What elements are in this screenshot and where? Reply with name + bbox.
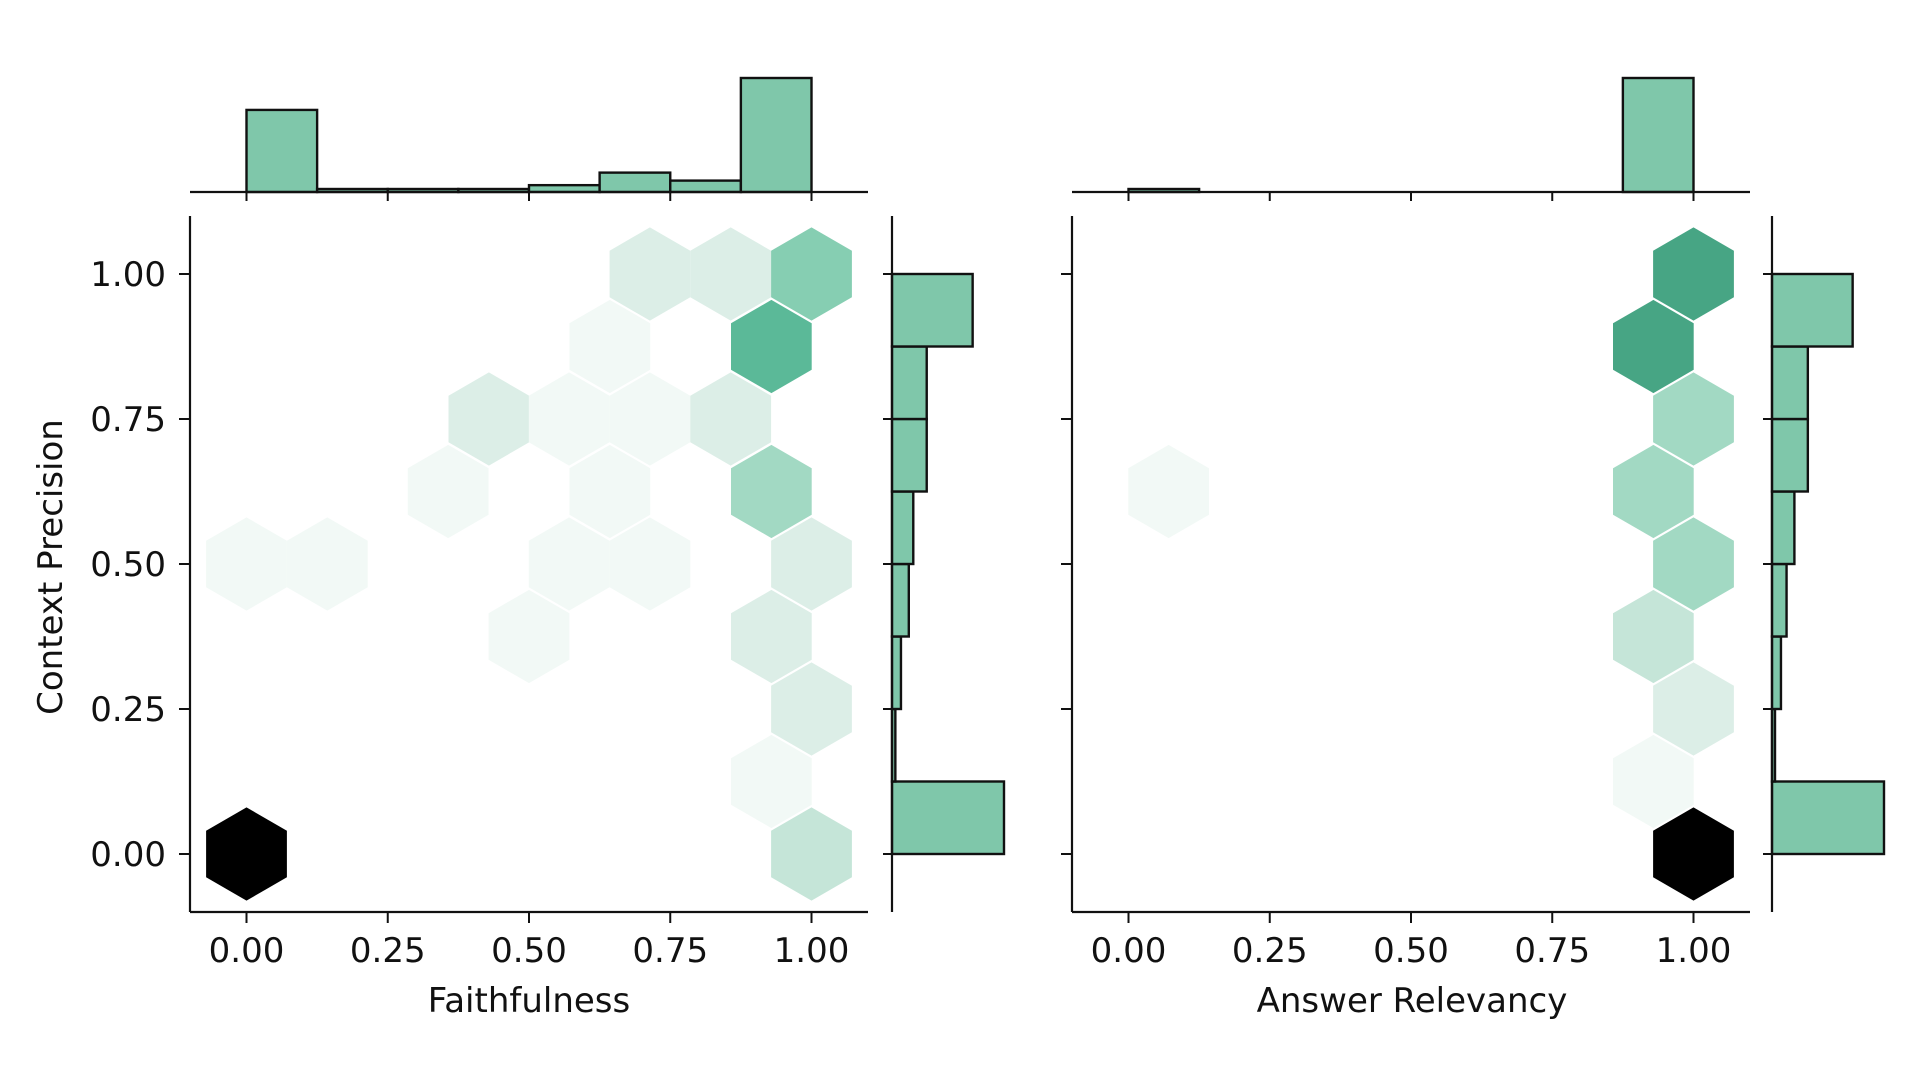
hexbin-left-22 <box>771 807 852 901</box>
x-axis-label-right: Answer Relevancy <box>1257 981 1568 1021</box>
top-hist-bar-right-7 <box>1621 76 1695 194</box>
hexbin-left-10 <box>609 517 691 611</box>
y-tick-label-left-4: 1.00 <box>90 255 166 295</box>
top-hist-bar-left-7 <box>739 76 813 194</box>
right-hist-bar-left-7 <box>890 272 974 348</box>
x-tick-label-right-0: 0.00 <box>1091 931 1167 971</box>
y-tick-label-left-0: 0.00 <box>90 835 166 875</box>
right-hist-bar-left-3 <box>890 562 910 638</box>
right-hist-bar-right-3 <box>1770 562 1788 638</box>
hexbin-left-14 <box>690 372 772 466</box>
hexbin-left-7 <box>528 372 610 466</box>
right-hist-bar-left-2 <box>890 635 903 711</box>
right-hist-bar-left-4 <box>890 490 915 566</box>
hexbin-left-20 <box>771 662 852 756</box>
hexbin-left-21 <box>731 734 812 829</box>
x-tick-label-left-2: 0.50 <box>491 931 567 971</box>
hexbin-right-9 <box>1653 227 1734 321</box>
right-hist-bar-left-5 <box>890 417 928 493</box>
hexbin-right-2 <box>1613 734 1694 829</box>
top-hist-bar-left-5 <box>598 171 672 194</box>
y-axis-label-left: Context Precision <box>31 419 71 715</box>
labels-layer: Faithfulness Context Precision Answer Re… <box>31 419 1567 1021</box>
hexbin-left-11 <box>609 372 691 466</box>
right-hist-bar-left-0 <box>890 780 1006 856</box>
hexbin-left-17 <box>731 444 812 539</box>
hexbin-left-15 <box>731 299 812 394</box>
hexbin-right-7 <box>1653 372 1734 466</box>
x-tick-label-right-1: 0.25 <box>1232 931 1308 971</box>
axes-layer: 0.00 0.25 0.50 0.75 1.00 0.00 0.25 0.50 0.75 1.00… <box>90 190 1774 971</box>
hexbin-left-9 <box>569 299 651 394</box>
x-tick-label-left-4: 1.00 <box>774 931 850 971</box>
hexbin-right-4 <box>1613 589 1694 684</box>
hexbin-right-0 <box>1128 444 1209 539</box>
right-hist-bar-left-6 <box>890 345 928 421</box>
marginal-histogram-layer <box>245 76 1886 856</box>
hexbin-left-8 <box>569 444 651 539</box>
x-axis-label-left: Faithfulness <box>428 981 630 1021</box>
hexbin-left-13 <box>690 227 772 321</box>
top-hist-bar-left-6 <box>669 179 743 194</box>
right-hist-bar-right-7 <box>1770 272 1854 348</box>
hexbin-right-3 <box>1653 662 1734 756</box>
hexbin-left-1 <box>206 517 287 611</box>
hexbin-left-19 <box>731 589 812 684</box>
hexbin-left-5 <box>488 589 570 684</box>
hexbin-left-18 <box>771 517 852 611</box>
hexbin-left-4 <box>448 372 530 466</box>
hexbin-left-12 <box>609 227 691 321</box>
x-tick-label-right-3: 0.75 <box>1514 931 1590 971</box>
hexbin-layer <box>206 227 1734 901</box>
hexbin-left-16 <box>771 227 852 321</box>
right-hist-bar-right-6 <box>1770 345 1810 421</box>
right-hist-bar-right-0 <box>1770 780 1886 856</box>
x-tick-label-right-4: 1.00 <box>1656 931 1732 971</box>
y-tick-label-left-3: 0.75 <box>90 400 166 440</box>
y-tick-label-left-1: 0.25 <box>90 690 166 730</box>
hexbin-left-6 <box>528 517 610 611</box>
y-tick-label-left-2: 0.50 <box>90 545 166 585</box>
hexbin-right-1 <box>1653 807 1734 901</box>
hexbin-left-2 <box>286 517 368 611</box>
x-tick-label-right-2: 0.50 <box>1373 931 1449 971</box>
hexbin-right-6 <box>1613 444 1694 539</box>
right-hist-bar-right-5 <box>1770 417 1810 493</box>
top-hist-bar-left-0 <box>245 108 319 194</box>
x-tick-label-left-0: 0.00 <box>209 931 285 971</box>
x-tick-label-left-3: 0.75 <box>632 931 708 971</box>
x-tick-label-left-1: 0.25 <box>350 931 426 971</box>
right-hist-bar-right-2 <box>1770 635 1783 711</box>
hexbin-left-3 <box>407 444 489 539</box>
hexbin-right-8 <box>1613 299 1694 394</box>
hexbin-left-0 <box>206 807 287 901</box>
hexbin-right-5 <box>1653 517 1734 611</box>
right-hist-bar-right-4 <box>1770 490 1796 566</box>
